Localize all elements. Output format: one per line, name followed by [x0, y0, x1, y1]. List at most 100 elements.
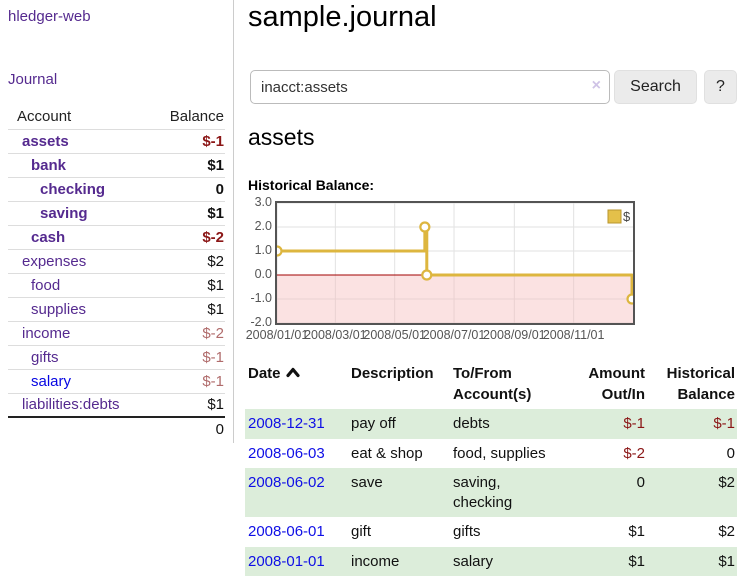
transaction-date-link[interactable]: 2008-06-03: [248, 444, 325, 462]
transaction-row: 2008-06-01 gift gifts $1 $2: [245, 517, 737, 547]
x-axis-tick-label: 2008/11/01: [542, 328, 605, 342]
account-link-saving[interactable]: saving: [40, 204, 88, 222]
account-row: saving $1: [8, 201, 225, 226]
accounts-column-header-reg: To/From Account(s): [453, 365, 532, 403]
account-page-title: assets: [248, 124, 315, 150]
account-row: liabilities:debts $1: [8, 393, 225, 418]
x-axis-tick-label: 2008/07/01: [422, 328, 486, 342]
account-balance: $-1: [153, 369, 225, 394]
description-column-header: Description: [351, 365, 434, 382]
account-link-salary[interactable]: salary: [31, 372, 72, 390]
transaction-amount: $-2: [623, 444, 645, 462]
account-link-food[interactable]: food: [31, 276, 61, 294]
transaction-balance: 0: [726, 444, 735, 462]
transaction-amount: $1: [562, 546, 647, 576]
account-row: food $1: [8, 273, 225, 298]
register-table: Date Description To/From Account(s) Amou…: [245, 361, 737, 576]
balance-chart: $: [271, 201, 638, 325]
transaction-accounts: food, supplies: [453, 444, 546, 462]
transaction-date-link[interactable]: 2008-06-02: [248, 474, 325, 491]
account-balance: $1: [153, 297, 225, 322]
y-axis-tick-label: 0.0: [254, 267, 272, 281]
accounts-total-value: 0: [153, 416, 225, 441]
balance-chart-canvas: $: [271, 202, 638, 324]
transaction-description: gift: [351, 523, 372, 540]
chart-title: Historical Balance:: [248, 177, 375, 193]
account-link-income[interactable]: income: [22, 324, 71, 342]
account-link-checking[interactable]: checking: [40, 180, 106, 198]
account-balance: $1: [153, 153, 225, 178]
date-column-header[interactable]: Date: [245, 361, 348, 409]
accounts-total-row: 0: [8, 416, 225, 441]
transaction-amount: $-1: [562, 409, 647, 439]
account-row: supplies $1: [8, 297, 225, 322]
x-axis-tick-label: 2008/05/01: [363, 328, 426, 342]
account-link-gifts[interactable]: gifts: [31, 348, 59, 366]
y-axis-tick-label: -1.0: [250, 291, 272, 305]
transaction-date-link[interactable]: 2008-12-31: [248, 415, 325, 432]
x-axis-tick-label: 2008/03/01: [304, 328, 367, 342]
accounts-table: Account Balance assets $-1 bank $1 checking 0…: [8, 105, 225, 441]
account-row: expenses $2: [8, 249, 225, 274]
balance-column-header-reg: Historical Balance: [666, 365, 735, 403]
search-input[interactable]: [250, 70, 610, 104]
sidebar-divider: [233, 0, 234, 443]
transaction-amount: $1: [628, 523, 645, 540]
transaction-description: save: [348, 468, 450, 517]
transaction-description: eat & shop: [351, 444, 423, 462]
nav-journal-link[interactable]: Journal: [8, 71, 58, 88]
y-axis-tick-label: 3.0: [254, 195, 272, 209]
account-row: bank $1: [8, 153, 225, 178]
register-header-row: Date Description To/From Account(s) Amou…: [245, 361, 737, 409]
transaction-row: 2008-01-01 income salary $1 $1: [245, 546, 737, 576]
accounts-column-header: Account: [8, 105, 154, 130]
y-axis-tick-label: 2.0: [254, 219, 272, 233]
account-link-expenses[interactable]: expenses: [22, 252, 87, 270]
transaction-date-link[interactable]: 2008-06-01: [248, 523, 325, 540]
transaction-balance: $-1: [647, 409, 737, 439]
transaction-row: 2008-06-03 eat & shop food, supplies $-2 0: [245, 439, 737, 469]
transaction-accounts: saving, checking: [450, 468, 562, 517]
account-balance: $1: [153, 273, 225, 298]
clear-search-icon[interactable]: ×: [591, 77, 601, 94]
search-button[interactable]: Search: [614, 70, 697, 104]
account-balance: $-2: [153, 321, 225, 346]
help-button[interactable]: ?: [704, 70, 737, 104]
transaction-balance: $2: [718, 523, 735, 540]
account-link-cash[interactable]: cash: [31, 228, 66, 246]
transaction-row: 2008-12-31 pay off debts $-1 $-1: [245, 409, 737, 439]
account-link-bank[interactable]: bank: [31, 156, 67, 174]
accounts-tbody: assets $-1 bank $1 checking 0 saving $1 cash $-2 e…: [8, 129, 225, 418]
account-balance: $-2: [153, 225, 225, 250]
account-balance: $1: [153, 201, 225, 226]
account-balance: 0: [153, 177, 225, 202]
register-tbody: 2008-12-31 pay off debts $-1 $-1 2008-06-03 ea…: [245, 409, 737, 576]
account-link-supplies[interactable]: supplies: [31, 300, 87, 318]
transaction-description: pay off: [348, 409, 450, 439]
account-row: cash $-2: [8, 225, 225, 250]
account-row: gifts $-1: [8, 345, 225, 370]
transaction-accounts: debts: [450, 409, 562, 439]
account-row: income $-2: [8, 321, 225, 346]
x-axis-tick-label: 2008/09/01: [483, 328, 546, 342]
account-balance: $1: [153, 393, 225, 418]
transaction-balance: $1: [647, 546, 737, 576]
transaction-date-link[interactable]: 2008-01-01: [248, 552, 325, 570]
account-balance: $2: [153, 249, 225, 274]
page-title: sample.journal: [248, 1, 437, 33]
app-title-link[interactable]: hledger-web: [8, 8, 91, 25]
transaction-row: 2008-06-02 save saving, checking 0 $2: [245, 468, 737, 517]
transaction-accounts: gifts: [453, 523, 481, 540]
y-axis-tick-label: 1.0: [254, 243, 272, 257]
amount-column-header: Amount Out/In: [588, 365, 645, 403]
x-axis-tick-label: 2008/01/01: [245, 328, 309, 342]
account-link-liabilities-debts[interactable]: liabilities:debts: [22, 396, 120, 414]
transaction-accounts: salary: [450, 546, 562, 576]
account-balance: $-1: [153, 345, 225, 370]
y-axis-tick-label: -2.0: [250, 315, 272, 329]
accounts-header-row: Account Balance: [8, 105, 225, 130]
account-link-assets[interactable]: assets: [22, 132, 69, 150]
sort-ascending-icon: [285, 367, 300, 378]
account-balance: $-1: [153, 129, 225, 154]
transaction-amount: 0: [562, 468, 647, 517]
